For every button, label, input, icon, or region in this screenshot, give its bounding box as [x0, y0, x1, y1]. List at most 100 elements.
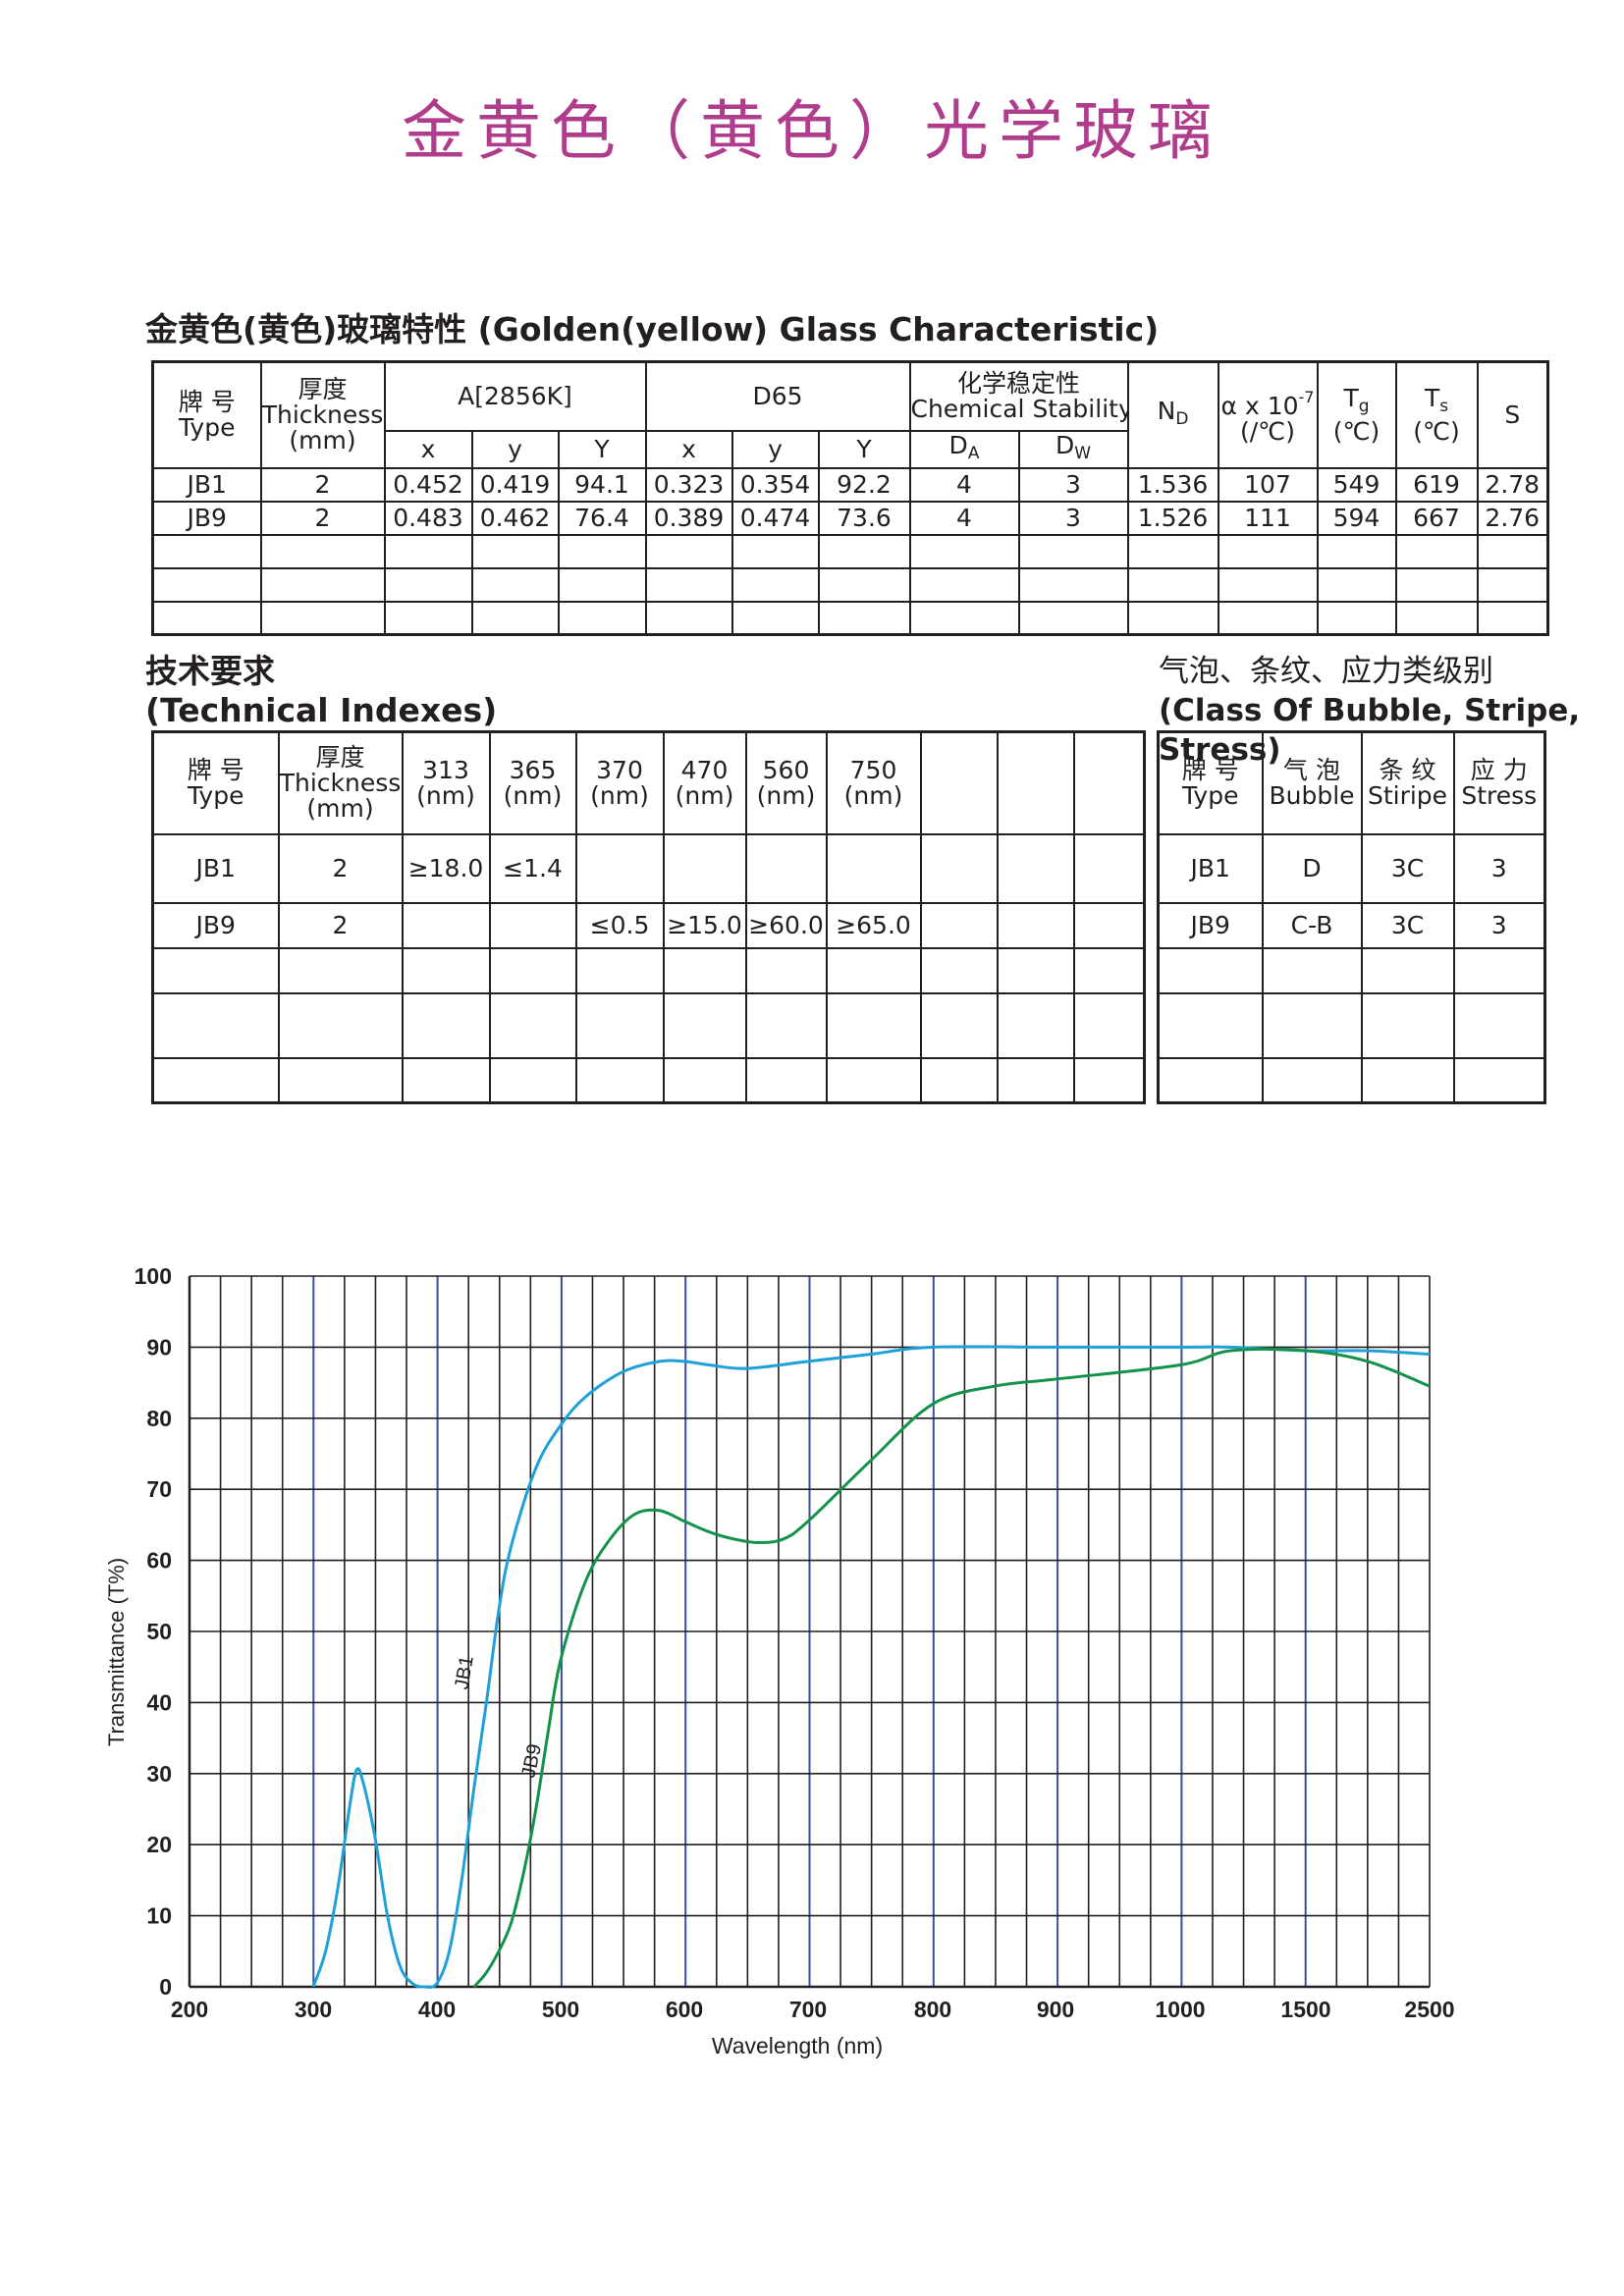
bubble-header: 气 泡 Bubble [1261, 730, 1363, 835]
table-cell: ≥60.0 [744, 901, 828, 949]
alpha-header: α x 10-7 (/℃) [1217, 360, 1319, 469]
d65-Y-header: Y [817, 429, 911, 469]
table-cell [488, 901, 577, 949]
x-tick-label: 900 [1037, 1997, 1074, 2022]
table-cell: 0.419 [470, 466, 560, 503]
table-cell: 2 [277, 901, 404, 949]
y-tick-label: 0 [159, 1974, 172, 2000]
table-row: JB9 C-B 3C 3 [1157, 901, 1546, 949]
table-cell [662, 832, 747, 904]
y-tick-label: 80 [146, 1406, 172, 1431]
technical-heading: 技术要求 (Technical Indexes) [145, 652, 498, 729]
bubble-table: 牌 号 Type 气 泡 Bubble 条 纹 Stiripe 应 力 Stress J… [1157, 730, 1546, 1104]
table-row: JB1 2 0.452 0.419 94.1 0.323 0.354 92.2 … [151, 466, 1549, 503]
table-cell: 3 [1017, 500, 1129, 536]
thickness-header: 厚度 Thickness (mm) [259, 360, 386, 469]
table-cell: 4 [908, 500, 1020, 536]
table-cell: 0.462 [470, 500, 560, 536]
table-cell [744, 832, 828, 904]
a-x-header: x [383, 429, 473, 469]
table-cell: 2 [259, 500, 386, 536]
y-tick-label: 40 [146, 1689, 172, 1715]
d65-x-header: x [644, 429, 733, 469]
table-cell: 2.76 [1476, 500, 1549, 536]
table-cell: JB9 [151, 500, 262, 536]
wl-365-header: 365 (nm) [488, 730, 577, 835]
a-Y-header: Y [557, 429, 647, 469]
table-cell: 76.4 [557, 500, 647, 536]
type-header: 牌 号 Type [151, 730, 280, 835]
empty-row [151, 600, 1549, 636]
table-cell: 4 [908, 466, 1020, 503]
table-cell: 3 [1452, 901, 1546, 949]
wl-313-header: 313 (nm) [401, 730, 491, 835]
characteristics-heading: 金黄色(黄色)玻璃特性 (Golden(yellow) Glass Charac… [145, 310, 1160, 348]
table-cell: C-B [1261, 901, 1363, 949]
y-tick-label: 10 [146, 1903, 172, 1929]
y-tick-label: 100 [135, 1263, 172, 1289]
empty-row [151, 533, 1549, 569]
table-cell: 111 [1217, 500, 1319, 536]
empty-row [151, 1056, 1146, 1104]
wl-470-header: 470 (nm) [662, 730, 747, 835]
table-cell [401, 901, 491, 949]
table-cell: JB1 [1157, 832, 1264, 904]
dw-header: DW [1017, 429, 1129, 469]
table-cell: 0.389 [644, 500, 733, 536]
y-tick-label: 30 [146, 1761, 172, 1787]
table-cell: 107 [1217, 466, 1319, 503]
table-cell: 549 [1316, 466, 1397, 503]
page-title: 金黄色（黄色）光学玻璃 [402, 93, 1222, 169]
wl-560-header: 560 (nm) [744, 730, 828, 835]
a-y-header: y [470, 429, 560, 469]
chemical-stability-header: 化学稳定性 Chemical Stability [908, 360, 1129, 432]
y-tick-label: 60 [146, 1548, 172, 1574]
table-cell: ≤1.4 [488, 832, 577, 904]
table-cell: 92.2 [817, 466, 911, 503]
table-cell: 1.526 [1126, 500, 1219, 536]
table-cell: ≥15.0 [662, 901, 747, 949]
table-cell: 2.78 [1476, 466, 1549, 503]
type-header: 牌 号 Type [151, 360, 262, 469]
table-row: JB1 D 3C 3 [1157, 832, 1546, 904]
type-header: 牌 号 Type [1157, 730, 1264, 835]
characteristics-table: 牌 号 Type 厚度 Thickness (mm) A[2856K] D65 化学稳… [151, 360, 1550, 636]
thickness-header: 厚度 Thickness (mm) [277, 730, 404, 835]
table-cell [825, 832, 922, 904]
technical-table: 牌 号 Type 厚度 Thickness (mm) 313 (nm) 365 (nm) … [151, 730, 1146, 1104]
empty-row [1157, 1056, 1546, 1104]
table-cell: 1.536 [1126, 466, 1219, 503]
table-cell: 594 [1316, 500, 1397, 536]
stripe-header: 条 纹 Stiripe [1360, 730, 1455, 835]
table-cell: ≤0.5 [574, 901, 665, 949]
da-header: DA [908, 429, 1020, 469]
y-axis-label: Transmittance (T%) [104, 1558, 129, 1746]
x-tick-label: 2500 [1404, 1997, 1454, 2022]
table-cell: 0.474 [731, 500, 820, 536]
series-line-jb1 [311, 1345, 1431, 1989]
table-cell: 0.452 [383, 466, 473, 503]
empty-row [151, 566, 1549, 603]
x-tick-label: 300 [295, 1997, 332, 2022]
table-cell: 3C [1360, 832, 1455, 904]
empty-row [1157, 991, 1546, 1059]
table-cell: 619 [1394, 466, 1479, 503]
table-cell: 0.483 [383, 500, 473, 536]
ts-header: Ts (℃) [1394, 360, 1479, 469]
table-cell: 3 [1452, 832, 1546, 904]
table-cell: ≥65.0 [825, 901, 922, 949]
table-cell: D [1261, 832, 1363, 904]
table-cell: 2 [259, 466, 386, 503]
x-axis-label: Wavelength (nm) [712, 2033, 883, 2058]
table-cell: 73.6 [817, 500, 911, 536]
x-tick-label: 400 [418, 1997, 456, 2022]
d65-y-header: y [731, 429, 820, 469]
x-tick-label: 1500 [1280, 1997, 1330, 2022]
table-cell [574, 832, 665, 904]
table-cell: 3C [1360, 901, 1455, 949]
x-tick-label: 600 [666, 1997, 703, 2022]
empty-row [1157, 946, 1546, 994]
y-tick-label: 20 [146, 1832, 172, 1857]
x-tick-label: 200 [171, 1997, 208, 2022]
